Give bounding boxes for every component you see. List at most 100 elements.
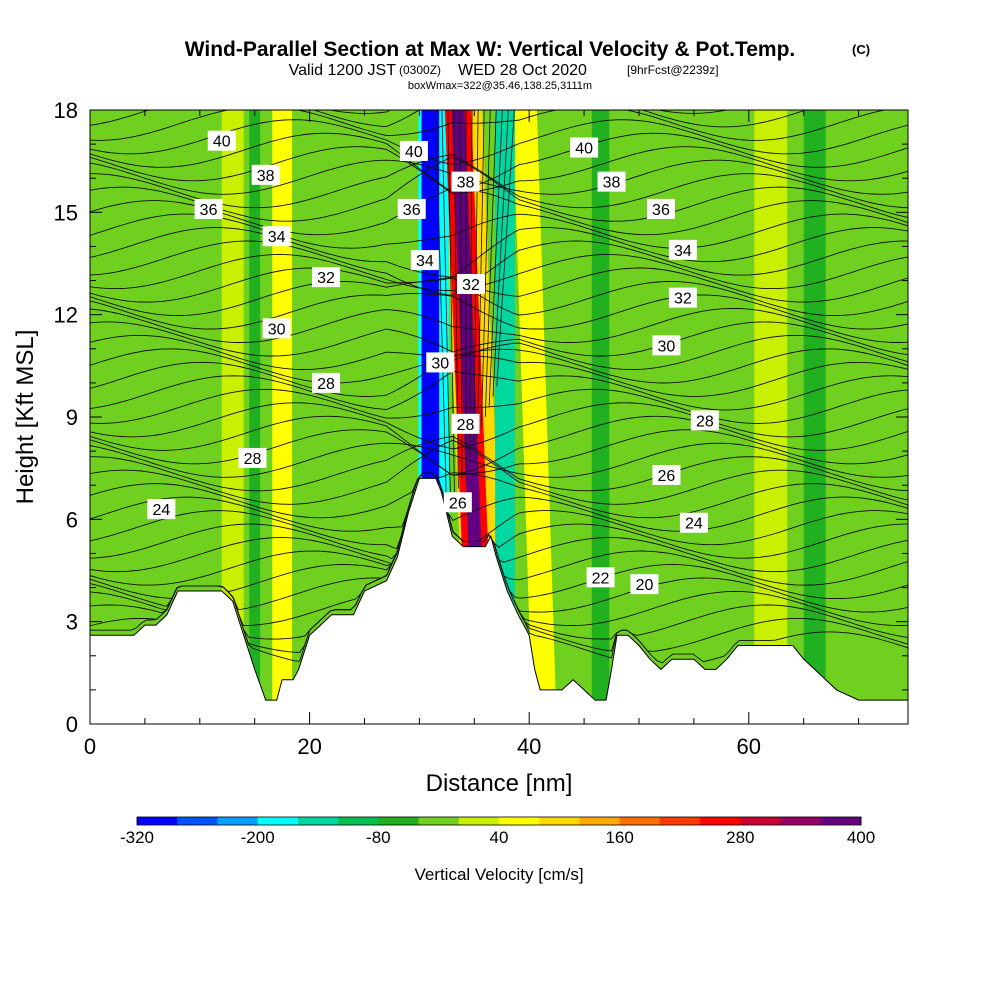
- contour-label-box: [251, 164, 280, 185]
- contour-label-text: 26: [449, 495, 467, 512]
- theta-contour-line: [90, 307, 908, 343]
- terrain-mask: [90, 477, 908, 724]
- contour-label-box: [426, 352, 455, 373]
- contour-label: 28: [312, 372, 341, 393]
- theta-contour-line: [90, 227, 908, 278]
- contour-label-box: [147, 499, 176, 520]
- y-tick-label: 12: [54, 303, 78, 328]
- colorbar-swatch: [217, 817, 259, 825]
- valid-time: Valid 1200 JST: [289, 62, 397, 79]
- contour-label: 34: [668, 239, 697, 260]
- theta-contour-line: [90, 110, 808, 128]
- contour-label-text: 30: [268, 321, 286, 338]
- contour-label: 36: [194, 198, 223, 219]
- contour-label-text: 38: [457, 175, 475, 192]
- box-info: boxWmax=322@35.46,138.25,3111m: [408, 80, 592, 92]
- x-tick-label: 60: [737, 734, 761, 759]
- theta-contour-line: [90, 267, 908, 303]
- contour-label: 30: [262, 318, 291, 339]
- contour-label-box: [690, 410, 719, 431]
- theta-contour-line: [492, 110, 509, 397]
- contour-label: 38: [251, 164, 280, 185]
- contour-label-box: [586, 567, 615, 588]
- theta-contour-line: [447, 110, 455, 499]
- contour-label-box: [262, 318, 291, 339]
- theta-contour-line: [488, 110, 503, 407]
- theta-contour-line: [90, 429, 908, 476]
- velocity-band: [754, 110, 788, 724]
- contour-label: 22: [586, 567, 615, 588]
- contour-label: 24: [679, 512, 708, 533]
- contour-label-text: 24: [152, 502, 170, 519]
- contour-label-box: [570, 137, 599, 158]
- contour-label-text: 38: [603, 175, 621, 192]
- contour-label: 40: [207, 130, 236, 151]
- velocity-band: [591, 110, 610, 724]
- colorbar-tick-label: 160: [605, 828, 633, 847]
- contour-label: 38: [451, 171, 480, 192]
- velocity-band: [512, 110, 557, 724]
- contour-label: 24: [147, 499, 176, 520]
- theta-contour-line: [496, 110, 515, 387]
- y-tick-label: 0: [66, 712, 78, 737]
- valid-date: WED 28 Oct 2020: [458, 62, 587, 79]
- contour-label-text: 28: [244, 451, 262, 468]
- velocity-band: [221, 110, 244, 724]
- valid-zulu: (0300Z): [399, 63, 441, 77]
- contour-label-box: [646, 198, 675, 219]
- contour-label-box: [457, 273, 486, 294]
- valid-line: Valid 1200 JST (0300Z) WED 28 Oct 2020 […: [289, 62, 719, 79]
- colorbar-tick-label: -80: [366, 828, 391, 847]
- contour-label-text: 32: [462, 277, 480, 294]
- contour-label-box: [399, 140, 428, 161]
- contour-label-text: 22: [592, 570, 610, 587]
- contour-label: 30: [652, 335, 681, 356]
- contour-label-text: 20: [636, 577, 654, 594]
- colorbar-swatch: [700, 817, 741, 825]
- contour-label-box: [668, 287, 697, 308]
- colorbar-swatch: [820, 817, 862, 825]
- contour-label: 32: [312, 267, 341, 288]
- contour-label: 36: [646, 198, 675, 219]
- theta-contour-line: [90, 321, 908, 357]
- theta-contour-line: [90, 472, 908, 532]
- theta-contour-line: [481, 110, 491, 428]
- colorbar-tick-label: 40: [490, 828, 509, 847]
- theta-contours: [90, 110, 908, 664]
- contour-label: 32: [668, 287, 697, 308]
- theta-contour-line: [90, 439, 908, 505]
- colorbar-swatch: [659, 817, 701, 825]
- y-tick-label: 18: [54, 98, 78, 123]
- chart-title-mark: (C): [852, 42, 870, 57]
- theta-contour-line: [484, 110, 497, 418]
- colorbar-swatch: [297, 817, 339, 825]
- contour-label-box: [312, 267, 341, 288]
- contour-label-text: 34: [268, 229, 286, 246]
- contour-label-box: [630, 574, 659, 595]
- contour-label-box: [451, 171, 480, 192]
- contour-label-box: [238, 447, 267, 468]
- contour-label-box: [194, 198, 223, 219]
- colorbar-swatch: [579, 817, 621, 825]
- contour-labels: 40 38 36 34 32 30 28 28 24 40 36 34 38 32 30 28 26 40 38 36…: [147, 130, 719, 595]
- theta-contour-line: [90, 472, 908, 573]
- theta-contour-line: [90, 187, 908, 236]
- contour-label-text: 30: [658, 338, 676, 355]
- theta-contour-line: [435, 110, 448, 520]
- theta-contour-line: [90, 293, 908, 330]
- theta-contour-line: [90, 402, 908, 450]
- contour-label: 26: [443, 492, 472, 513]
- contour-label: 30: [426, 352, 455, 373]
- contour-label-text: 24: [685, 516, 703, 533]
- contour-label: 34: [410, 250, 439, 271]
- velocity-band: [346, 110, 361, 724]
- y-tick-label: 6: [66, 507, 78, 532]
- contour-label-text: 34: [416, 253, 434, 270]
- contour-label-box: [652, 335, 681, 356]
- contour-label-box: [652, 464, 681, 485]
- contour-label-box: [410, 250, 439, 271]
- contour-label-text: 26: [658, 468, 676, 485]
- y-tick-label: 15: [54, 200, 78, 225]
